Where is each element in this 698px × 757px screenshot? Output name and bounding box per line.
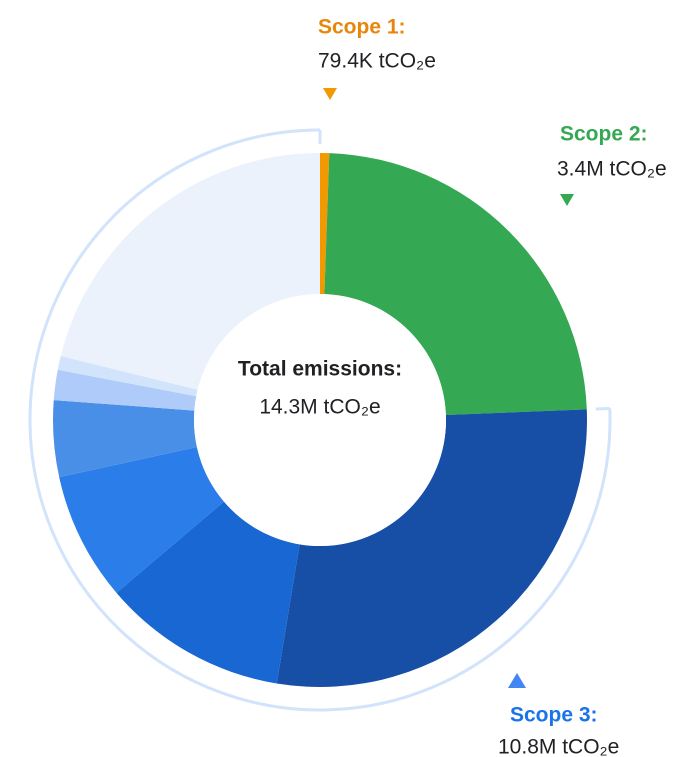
legend-label: Scope 3: <box>510 704 598 727</box>
value-label: 79.4K tCO₂e <box>318 50 436 73</box>
wedge <box>59 446 224 593</box>
legend-label: Scope 1: <box>318 16 406 39</box>
wedges <box>28 128 612 712</box>
hole <box>194 294 446 546</box>
bracket-tick <box>595 406 610 411</box>
wedge <box>57 356 198 397</box>
wedge <box>53 369 197 411</box>
wedge <box>60 153 320 390</box>
wedge <box>324 153 587 415</box>
wedge <box>276 409 588 687</box>
bracket <box>28 128 612 712</box>
center-title: Total emissions: <box>238 358 402 381</box>
wedge <box>320 153 330 295</box>
pointer <box>560 194 574 206</box>
pointer <box>508 673 526 688</box>
wedge <box>53 400 197 478</box>
wedge <box>116 501 300 684</box>
value-label: 3.4M tCO₂e <box>557 158 667 181</box>
center-value: 14.3M tCO₂e <box>259 396 380 419</box>
legend-label: Scope 2: <box>560 123 648 146</box>
pointer <box>323 88 337 100</box>
value-label: 10.8M tCO₂e <box>498 736 619 757</box>
